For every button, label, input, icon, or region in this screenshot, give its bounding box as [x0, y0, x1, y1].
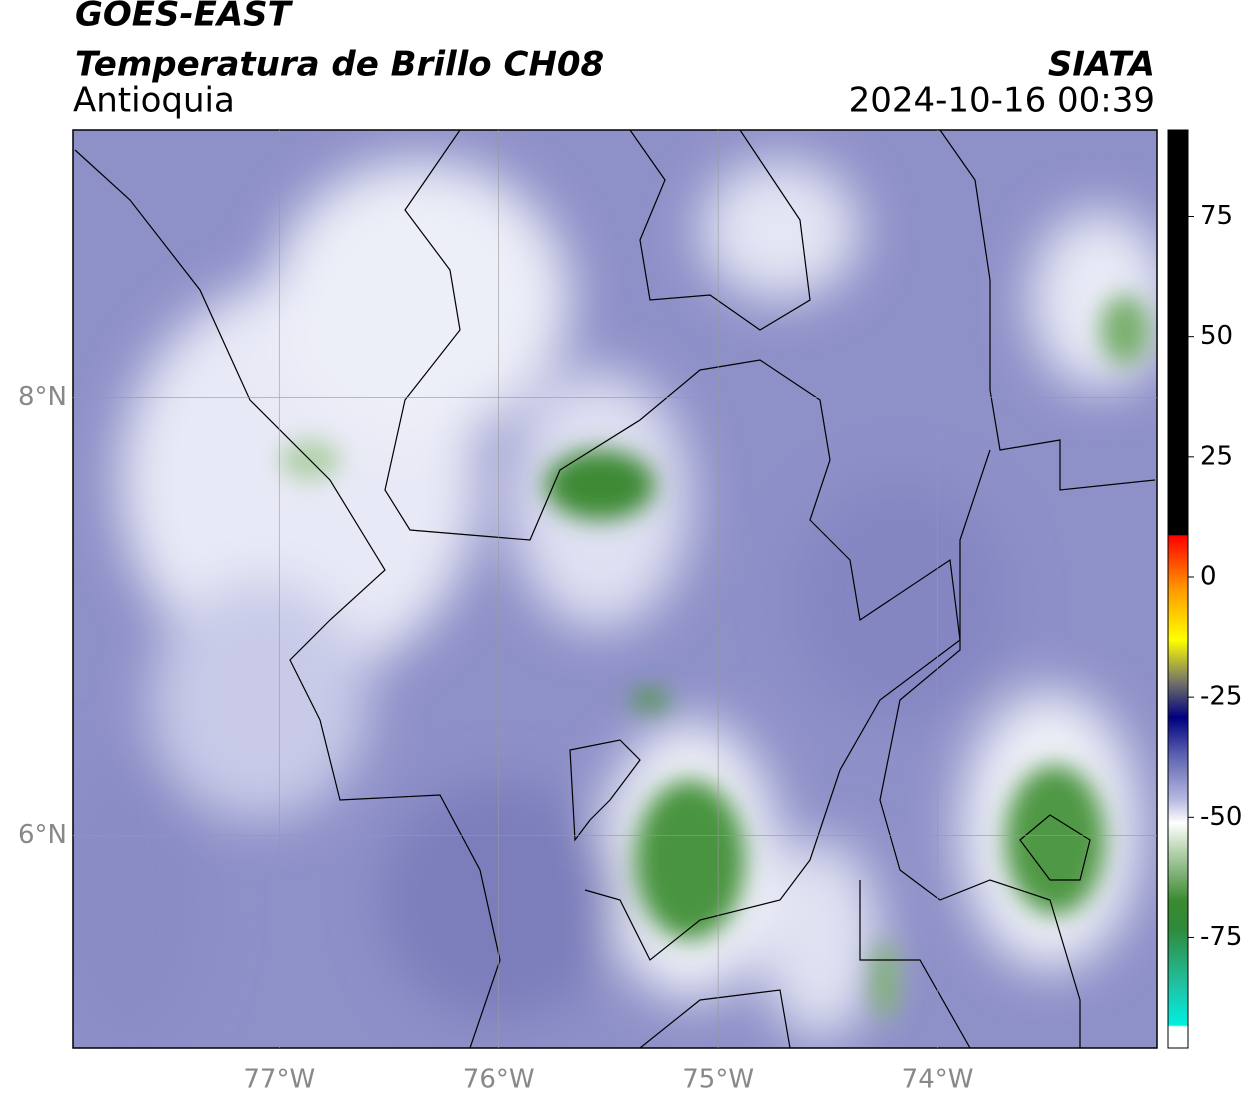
- colorbar: [1167, 129, 1189, 1049]
- map-frame: [72, 129, 1158, 1049]
- colorbar-tick-label: 0: [1200, 561, 1217, 591]
- x-tick-label: 76°W: [463, 1065, 535, 1095]
- satellite-image: [73, 130, 1157, 1048]
- title: GOES-EAST: [75, 0, 294, 35]
- source: SIATA: [1048, 45, 1155, 85]
- colorbar-tick-label: -25: [1200, 682, 1242, 712]
- datetime: 2024-10-16 00:39: [849, 81, 1155, 121]
- colorbar-tick-label: -75: [1200, 922, 1242, 952]
- x-tick-label: 75°W: [682, 1065, 754, 1095]
- y-tick-label: 6°N: [18, 820, 67, 850]
- colorbar-tick-label: 50: [1200, 321, 1233, 351]
- x-tick-label: 74°W: [902, 1065, 974, 1095]
- x-tick-label: 77°W: [243, 1065, 315, 1095]
- colorbar-tick-label: 75: [1200, 201, 1233, 231]
- subtitle: Temperatura de Brillo CH08: [75, 45, 604, 85]
- y-tick-label: 8°N: [18, 382, 67, 412]
- region: Antioquia: [73, 81, 235, 121]
- colorbar-tick-label: -50: [1200, 802, 1242, 832]
- colorbar-tick-label: 25: [1200, 441, 1233, 471]
